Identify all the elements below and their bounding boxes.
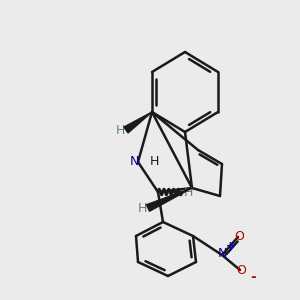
Text: H: H [149, 155, 159, 169]
Text: N: N [217, 247, 227, 260]
Polygon shape [124, 112, 152, 133]
Text: O: O [237, 263, 246, 277]
Text: +: + [226, 241, 235, 251]
Text: H: H [116, 124, 125, 136]
Text: H: H [184, 185, 193, 199]
Text: -: - [250, 270, 256, 283]
Text: O: O [235, 230, 244, 244]
Text: N: N [130, 155, 140, 169]
Text: H: H [138, 202, 147, 214]
Polygon shape [146, 188, 192, 211]
